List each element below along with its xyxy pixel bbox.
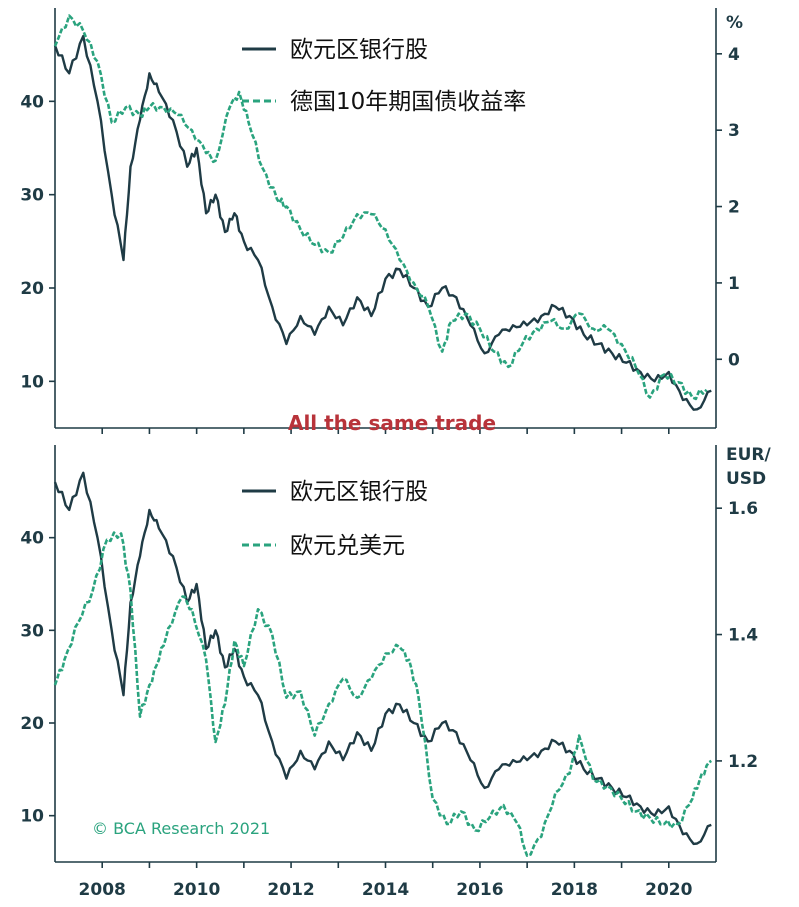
x-tick-label: 2012 [267, 880, 314, 900]
right-tick-label: 1 [728, 274, 740, 294]
credit-label: © BCA Research 2021 [92, 819, 270, 838]
right-tick-label: 3 [728, 121, 740, 141]
right-tick-label: 1.4 [728, 626, 758, 646]
legend-label: 欧元区银行股 [290, 479, 428, 505]
x-tick-label: 2018 [551, 880, 598, 900]
legend-label: 欧元区银行股 [290, 37, 428, 63]
right-tick-label: 1.2 [728, 752, 758, 772]
annotation: All the same trade [288, 411, 496, 435]
x-tick-label: 2016 [456, 880, 503, 900]
series-line-2 [53, 14, 708, 401]
right-axis-unit: % [726, 13, 743, 33]
series-line-1 [53, 34, 712, 411]
x-tick-label: 2008 [79, 880, 126, 900]
left-tick-label: 40 [20, 92, 44, 112]
left-tick-label: 30 [20, 621, 44, 641]
series-line-2 [53, 531, 712, 857]
left-tick-label: 20 [20, 714, 44, 734]
right-tick-label: 1.6 [728, 499, 758, 519]
bottom-panel: 10 20 30 40 1.2 1.4 1.6 EUR/USD 2008 2010 2012 2014… [20, 445, 772, 900]
x-tick-label: 2010 [173, 880, 220, 900]
left-tick-label: 40 [20, 529, 44, 549]
left-tick-label: 10 [20, 807, 44, 827]
right-tick-label: 0 [728, 350, 740, 370]
right-axis-unit: EUR/ [726, 445, 772, 465]
legend-label: 德国10年期国债收益率 [290, 89, 526, 115]
x-tick-label: 2014 [362, 880, 409, 900]
left-tick-label: 10 [20, 372, 44, 392]
left-tick-label: 20 [20, 279, 44, 299]
right-tick-label: 4 [728, 45, 740, 65]
right-tick-label: 2 [728, 198, 740, 218]
x-tick-label: 2020 [645, 880, 692, 900]
left-tick-label: 30 [20, 186, 44, 206]
right-axis-unit: USD [726, 469, 766, 489]
legend-label: 欧元兑美元 [290, 533, 405, 559]
